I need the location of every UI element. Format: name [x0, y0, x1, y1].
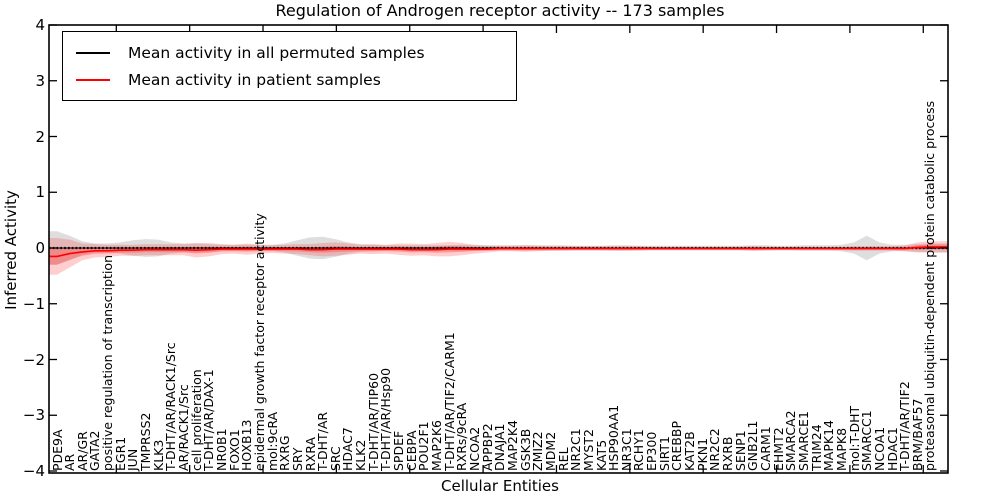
x-axis-label: Cellular Entities — [441, 477, 559, 495]
x-tick-label: epidermal growth factor receptor activit… — [251, 213, 267, 471]
y-tick-label: −3 — [22, 406, 45, 425]
y-tick-label: 2 — [35, 127, 45, 146]
legend-label-permuted: Mean activity in all permuted samples — [128, 43, 425, 62]
chart-title: Regulation of Androgen receptor activity… — [275, 1, 725, 20]
y-tick-label: 3 — [35, 71, 45, 90]
x-tick-label: SRY — [289, 447, 305, 471]
x-tick-label: MAPK8 — [833, 427, 849, 471]
legend-item-permuted: Mean activity in all permuted samples — [76, 39, 496, 66]
x-tick-label: proteasomal ubiquitin-dependent protein … — [922, 100, 938, 471]
x-tick-label: MDM2 — [542, 431, 558, 471]
y-tick-label: 1 — [35, 183, 45, 202]
red-line-icon — [76, 78, 110, 81]
y-tick-label: −1 — [22, 294, 45, 313]
y-tick-label: −4 — [22, 462, 45, 480]
legend: Mean activity in all permuted samples Me… — [62, 31, 517, 101]
y-tick-label: 4 — [35, 16, 45, 34]
y-tick-label: −2 — [22, 350, 45, 369]
legend-label-patient: Mean activity in patient samples — [128, 70, 381, 89]
black-line-icon — [76, 51, 110, 54]
x-tick-label: NCOA1 — [871, 426, 887, 471]
y-axis-label: Inferred Activity — [2, 190, 20, 310]
legend-item-patient: Mean activity in patient samples — [76, 66, 496, 93]
x-tick-label: SMARCE1 — [795, 411, 811, 471]
x-tick-label: MYST2 — [580, 429, 596, 471]
y-tick-label: 0 — [35, 239, 45, 257]
